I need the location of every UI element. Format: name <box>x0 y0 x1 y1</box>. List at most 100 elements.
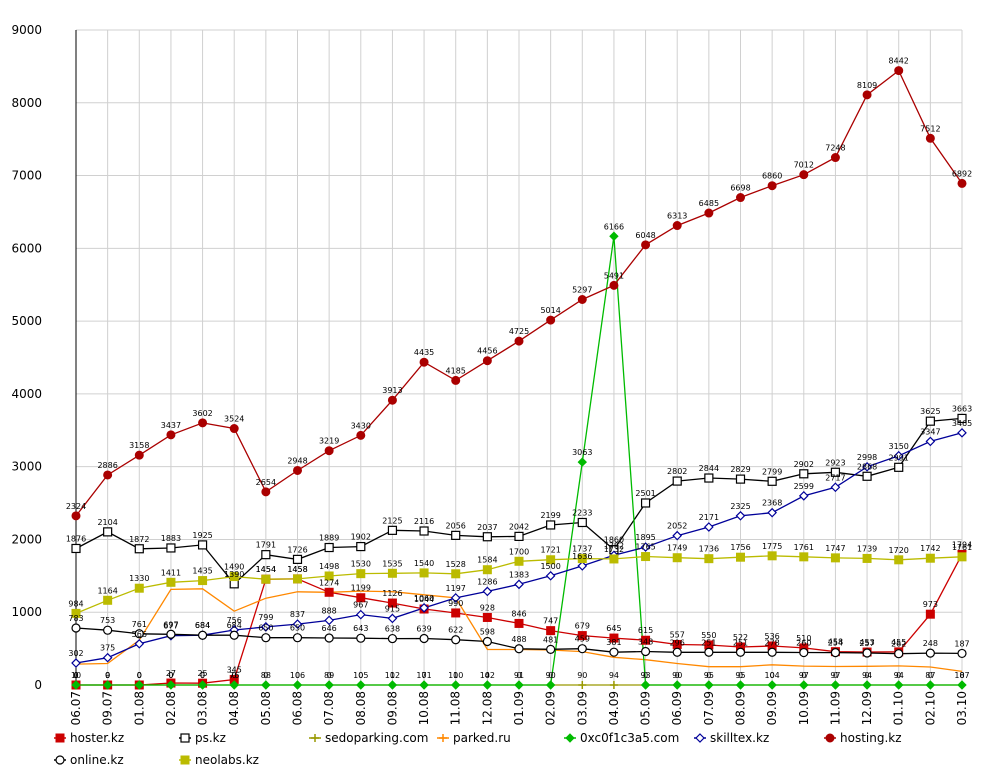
data-label: 0 <box>200 671 205 680</box>
data-label: 550 <box>701 631 716 640</box>
data-point <box>546 520 556 530</box>
data-label: 251 <box>733 638 748 647</box>
data-label: 1726 <box>287 545 307 554</box>
data-point <box>830 467 841 477</box>
x-tick-label: 03.09 <box>575 691 589 725</box>
data-point <box>640 646 651 657</box>
data-label: 88 <box>261 671 271 680</box>
data-label: 2324 <box>66 502 86 511</box>
data-label: 90 <box>546 671 556 680</box>
data-label: 6166 <box>604 222 624 231</box>
data-label: 1742 <box>920 544 940 553</box>
data-point <box>103 470 113 480</box>
data-label: 761 <box>132 620 147 629</box>
data-label: 0 <box>706 671 711 680</box>
data-label: 91 <box>514 671 524 680</box>
data-label: 3219 <box>319 437 339 446</box>
data-label: 747 <box>543 617 558 626</box>
data-label: 0 <box>422 671 427 680</box>
data-label: 3430 <box>351 421 371 430</box>
data-point <box>736 193 745 203</box>
data-label: 1872 <box>129 535 149 544</box>
data-label: 3663 <box>952 404 972 413</box>
data-point <box>166 543 176 553</box>
data-point <box>799 170 809 180</box>
data-point <box>134 544 144 554</box>
data-label: 1540 <box>414 559 434 568</box>
data-point <box>609 681 618 689</box>
data-label: 598 <box>480 627 495 636</box>
data-label: 5491 <box>604 271 624 280</box>
data-point <box>925 553 935 563</box>
data-label: 0 <box>168 671 173 680</box>
data-point <box>767 507 777 518</box>
data-label: 1782 <box>604 541 624 550</box>
data-point <box>482 532 492 542</box>
x-tick-label: 07.09 <box>702 691 716 725</box>
data-point <box>102 680 113 690</box>
data-label: 0 <box>738 671 743 680</box>
data-point <box>894 649 904 659</box>
data-point <box>641 635 651 645</box>
x-tick-label: 08.08 <box>354 691 368 725</box>
x-tick-label: 01.09 <box>512 691 526 725</box>
data-label: 348 <box>638 638 653 647</box>
data-label: 1794 <box>952 540 972 549</box>
data-label: 2042 <box>509 522 529 531</box>
x-tick-label: 10.09 <box>797 691 811 725</box>
data-point <box>767 647 777 657</box>
data-label: 4456 <box>477 347 497 356</box>
data-point <box>695 733 705 743</box>
y-tick-label: 2000 <box>11 532 42 546</box>
x-tick-label: 07.08 <box>322 691 336 725</box>
data-label: 455 <box>891 638 906 647</box>
x-tick-label: 11.09 <box>828 691 842 725</box>
data-point <box>324 680 334 690</box>
data-label: 2056 <box>446 521 466 530</box>
x-tick-label: 04.09 <box>607 691 621 725</box>
legend-label: neolabs.kz <box>195 753 259 767</box>
data-label: 459 <box>575 635 590 644</box>
y-tick-label: 5000 <box>11 314 42 328</box>
legend-label: online.kz <box>70 753 124 767</box>
data-label: 1700 <box>509 547 529 556</box>
data-label: 2171 <box>699 513 719 522</box>
data-label: 2037 <box>477 523 497 532</box>
data-label: 915 <box>385 604 400 613</box>
data-point <box>830 153 840 163</box>
data-label: 3150 <box>889 442 909 451</box>
legend-label: sedoparking.com <box>325 731 428 745</box>
data-point <box>672 647 682 657</box>
data-label: 0 <box>833 671 838 680</box>
legend-label: hoster.kz <box>70 731 124 745</box>
data-label: 0 <box>548 671 553 680</box>
data-point <box>356 541 366 552</box>
data-point <box>925 133 935 143</box>
data-point <box>229 630 239 640</box>
data-point <box>229 572 239 582</box>
data-label: 783 <box>68 614 83 623</box>
data-point <box>451 530 461 540</box>
data-label: 2116 <box>414 517 434 526</box>
data-point <box>704 554 714 564</box>
data-label: 1732 <box>604 545 624 554</box>
data-label: 1199 <box>351 584 371 593</box>
data-point <box>482 356 492 366</box>
data-point <box>292 680 303 690</box>
data-label: 650 <box>258 624 273 633</box>
data-point <box>957 648 967 659</box>
data-label: 1761 <box>794 543 814 552</box>
data-label: 4435 <box>414 348 434 357</box>
data-label: 1454 <box>256 565 276 574</box>
data-label: 94 <box>894 671 904 680</box>
data-label: 171 <box>416 671 431 680</box>
data-label: 1761 <box>952 543 972 552</box>
data-point <box>577 457 587 467</box>
data-point <box>577 561 588 571</box>
data-point <box>261 550 271 560</box>
data-label: 4185 <box>446 366 466 375</box>
data-label: 0 <box>516 671 521 680</box>
data-label: 4725 <box>509 327 529 336</box>
data-label: 1126 <box>382 589 402 598</box>
data-label: 2948 <box>287 456 307 465</box>
